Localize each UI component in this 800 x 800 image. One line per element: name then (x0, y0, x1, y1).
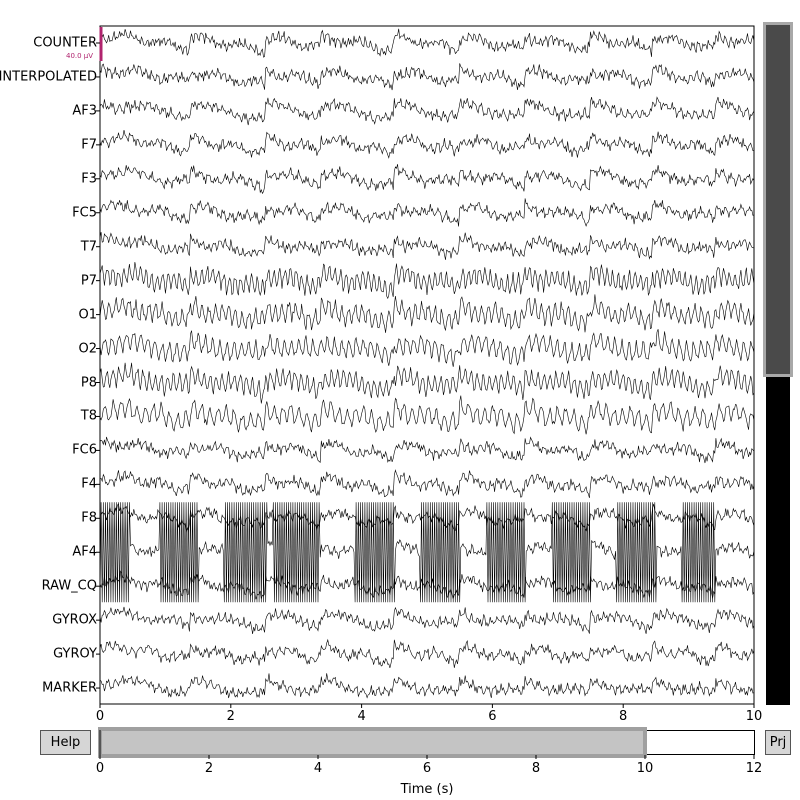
main-x-tick-label: 4 (357, 709, 366, 724)
channel-label-af3[interactable]: AF3 (72, 103, 97, 119)
trace-f4 (99, 469, 755, 498)
trace-t7 (99, 232, 755, 260)
trace-f3 (99, 164, 755, 195)
channel-label-o2[interactable]: O2 (78, 341, 97, 357)
channel-label-p8[interactable]: P8 (80, 375, 97, 390)
main-x-tick-label: 8 (619, 709, 628, 724)
trace-raw-cq (99, 570, 755, 601)
channel-label-o1[interactable]: O1 (78, 307, 97, 323)
channel-label-f4[interactable]: F4 (81, 476, 97, 492)
time-x-tick-label: 10 (636, 761, 654, 776)
time-x-tick-label: 8 (531, 761, 541, 776)
channel-label-f7[interactable]: F7 (81, 137, 97, 153)
time-scrollbar-thumb[interactable] (98, 727, 647, 758)
trace-af3 (99, 96, 755, 126)
time-x-tick-label: 4 (313, 761, 323, 776)
channel-label-marker[interactable]: MARKER (42, 680, 97, 696)
trace-o1 (99, 294, 755, 333)
main-x-tick-label: 2 (226, 709, 235, 724)
channel-label-p7[interactable]: P7 (80, 273, 97, 289)
trace-marker (99, 673, 755, 699)
trace-af4 (99, 502, 755, 603)
help-button[interactable]: Help (40, 730, 91, 755)
channel-label-f3[interactable]: F3 (81, 171, 97, 187)
time-x-tick-label: 0 (95, 761, 105, 776)
channel-label-t8[interactable]: T8 (80, 408, 97, 424)
channel-label-counter[interactable]: COUNTER (33, 35, 97, 51)
scale-bar-label: 40.0 µV (66, 52, 94, 60)
time-axis-label: Time (s) (400, 782, 454, 797)
time-x-tick-label: 12 (745, 761, 763, 776)
channel-label-t7[interactable]: T7 (80, 239, 97, 255)
channel-label-f8[interactable]: F8 (81, 510, 97, 526)
channel-label-interpolated[interactable]: INTERPOLATED (0, 69, 97, 85)
main-x-tick-label: 10 (745, 709, 763, 724)
time-x-tick-label: 2 (204, 761, 214, 776)
channel-label-fc6[interactable]: FC6 (72, 442, 97, 458)
trace-p7 (99, 261, 755, 300)
proj-button[interactable]: Prj (765, 730, 791, 755)
channel-label-gyroy[interactable]: GYROY (53, 646, 97, 662)
channel-label-gyrox[interactable]: GYROX (52, 612, 97, 628)
trace-interpolated (99, 63, 755, 91)
trace-counter (99, 28, 755, 58)
channel-label-raw-cq[interactable]: RAW_CQ (41, 578, 97, 594)
trace-o2 (99, 329, 755, 367)
plot-ticks (96, 42, 755, 708)
trace-fc5 (99, 198, 755, 227)
time-scrollbar-start-marker (99, 730, 101, 755)
main-x-tick-label: 0 (95, 709, 105, 724)
trace-fc6 (99, 436, 755, 464)
trace-gyrox (99, 606, 755, 634)
trace-f7 (99, 130, 755, 159)
traces-group (99, 27, 755, 699)
trace-f8 (99, 503, 755, 533)
trace-gyroy (99, 638, 755, 668)
channel-label-af4[interactable]: AF4 (72, 544, 97, 560)
channel-label-fc5[interactable]: FC5 (72, 205, 97, 221)
time-x-tick-label: 6 (422, 761, 432, 776)
trace-t8 (99, 395, 755, 435)
channel-scrollbar-thumb[interactable] (763, 22, 793, 377)
main-x-tick-label: 6 (488, 709, 497, 724)
trace-p8 (99, 362, 755, 404)
